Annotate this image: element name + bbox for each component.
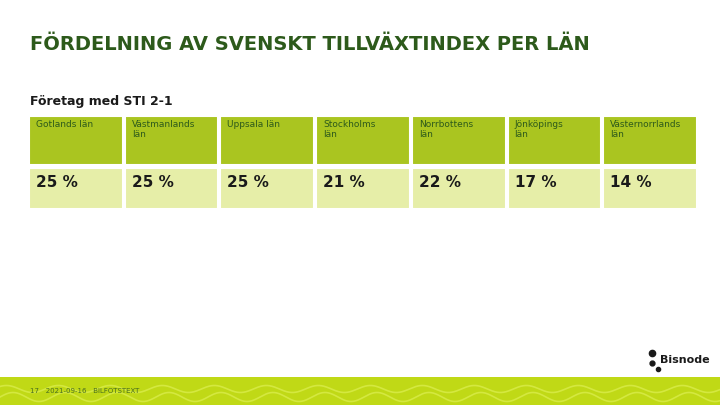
Text: Norrbottens
län: Norrbottens län (419, 120, 473, 139)
Text: 14 %: 14 % (611, 175, 652, 190)
Bar (603, 168, 697, 209)
Bar (125, 168, 218, 209)
Bar (412, 116, 505, 165)
Text: Västernorrlands
län: Västernorrlands län (611, 120, 682, 139)
Bar (316, 168, 410, 209)
Text: Företag med STI 2-1: Företag med STI 2-1 (30, 95, 173, 108)
Bar (0, 377, 720, 405)
Text: 25 %: 25 % (36, 175, 78, 190)
Text: Gotlands län: Gotlands län (36, 120, 93, 129)
Text: Stockholms
län: Stockholms län (323, 120, 376, 139)
Text: 21 %: 21 % (323, 175, 365, 190)
Bar (29, 116, 122, 165)
Bar (29, 168, 122, 209)
Text: Jönköpings
län: Jönköpings län (515, 120, 563, 139)
Text: 25 %: 25 % (132, 175, 174, 190)
Bar (603, 116, 697, 165)
Bar (220, 116, 314, 165)
Text: FÖRDELNING AV SVENSKT TILLVÄXTINDEX PER LÄN: FÖRDELNING AV SVENSKT TILLVÄXTINDEX PER … (30, 35, 590, 54)
Bar (125, 116, 218, 165)
Bar (508, 168, 601, 209)
Text: Uppsala län: Uppsala län (228, 120, 280, 129)
Text: 25 %: 25 % (228, 175, 269, 190)
Bar (412, 168, 505, 209)
Text: 17   2021-09-16   BILFOTSTEXT: 17 2021-09-16 BILFOTSTEXT (30, 388, 140, 394)
Text: 22 %: 22 % (419, 175, 461, 190)
Text: 17 %: 17 % (515, 175, 556, 190)
Bar (508, 116, 601, 165)
Bar (316, 116, 410, 165)
Text: Bisnode: Bisnode (660, 355, 710, 365)
Bar (220, 168, 314, 209)
Text: Västmanlands
län: Västmanlands län (132, 120, 195, 139)
